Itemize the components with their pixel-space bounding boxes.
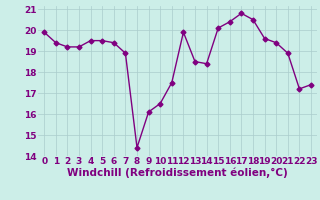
X-axis label: Windchill (Refroidissement éolien,°C): Windchill (Refroidissement éolien,°C)	[67, 168, 288, 178]
